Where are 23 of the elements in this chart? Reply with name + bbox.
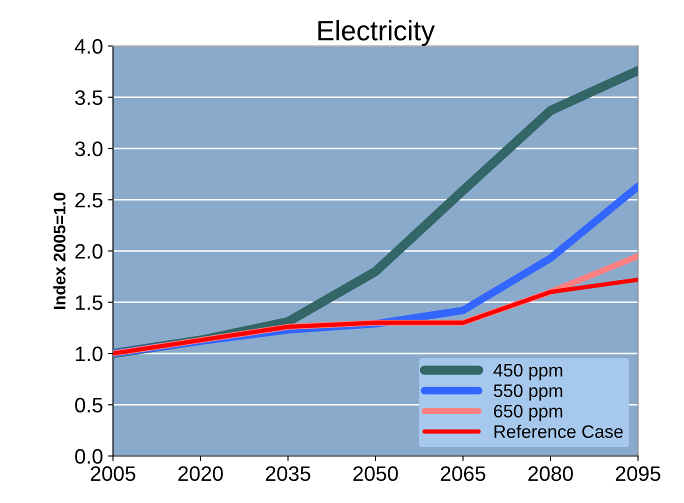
y-tick-label: 1.0 — [76, 346, 102, 362]
y-tick-label: 4.0 — [74, 39, 102, 54]
y-tick-label: 2.0 — [75, 244, 102, 259]
legend-label: 650 ppm — [494, 404, 562, 422]
x-tick-label: 2065 — [440, 466, 486, 482]
y-tick-label: 2.5 — [75, 192, 102, 208]
line-series — [113, 278, 638, 356]
y-tick-label: 0.5 — [75, 398, 102, 413]
x-tick-label: 2050 — [353, 466, 398, 482]
x-tick-label: 2095 — [616, 466, 660, 482]
y-axis-title: Index 2005=1.0 — [53, 192, 66, 309]
legend-label: Reference Case — [494, 424, 623, 438]
y-tick-label: 1.5 — [76, 295, 102, 310]
y-tick-label: 3.5 — [75, 90, 102, 106]
chart-title: Electricity — [318, 20, 435, 46]
x-tick-label: 2080 — [528, 466, 573, 482]
x-tick-label: 2035 — [266, 466, 310, 482]
legend-label: 450 ppm — [494, 364, 562, 380]
y-tick-label: 3.0 — [75, 142, 102, 156]
x-tick-label: 2020 — [178, 466, 223, 482]
y-tick-label: 0.0 — [75, 449, 102, 464]
x-tick-label: 2005 — [90, 466, 136, 482]
legend-label: 550 ppm — [494, 384, 562, 401]
